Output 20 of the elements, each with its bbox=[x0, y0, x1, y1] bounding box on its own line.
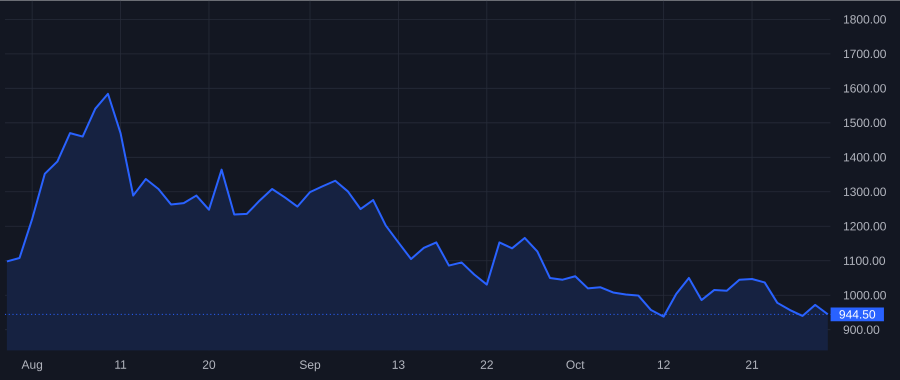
x-tick-label: 11 bbox=[115, 360, 126, 369]
x-tick-label: Sep bbox=[300, 360, 320, 372]
ref-line-label: 944.50 bbox=[839, 310, 876, 318]
x-tick-label: 20 bbox=[202, 360, 216, 369]
x-tick-label: Aug bbox=[22, 360, 42, 371]
y-tick-label: 1600.00 bbox=[844, 84, 886, 92]
x-tick-label: 21 bbox=[746, 360, 758, 369]
y-tick-label: 1300.00 bbox=[844, 187, 886, 196]
y-tick-label: 1800.00 bbox=[844, 14, 886, 24]
y-tick-label: 900.00 bbox=[844, 325, 880, 334]
x-tick-label: 13 bbox=[392, 360, 405, 369]
y-tick-label: 1000.00 bbox=[844, 290, 886, 300]
x-tick-label: Oct bbox=[566, 360, 584, 369]
y-tick-label: 1500.00 bbox=[844, 118, 886, 127]
y-tick-label: 1400.00 bbox=[844, 152, 886, 162]
x-tick-label: 12 bbox=[658, 360, 670, 369]
x-tick-label: 22 bbox=[480, 360, 493, 369]
y-tick-label: 1200.00 bbox=[844, 222, 886, 230]
y-tick-label: 1700.00 bbox=[844, 49, 886, 58]
y-tick-label: 1100.00 bbox=[844, 256, 886, 265]
